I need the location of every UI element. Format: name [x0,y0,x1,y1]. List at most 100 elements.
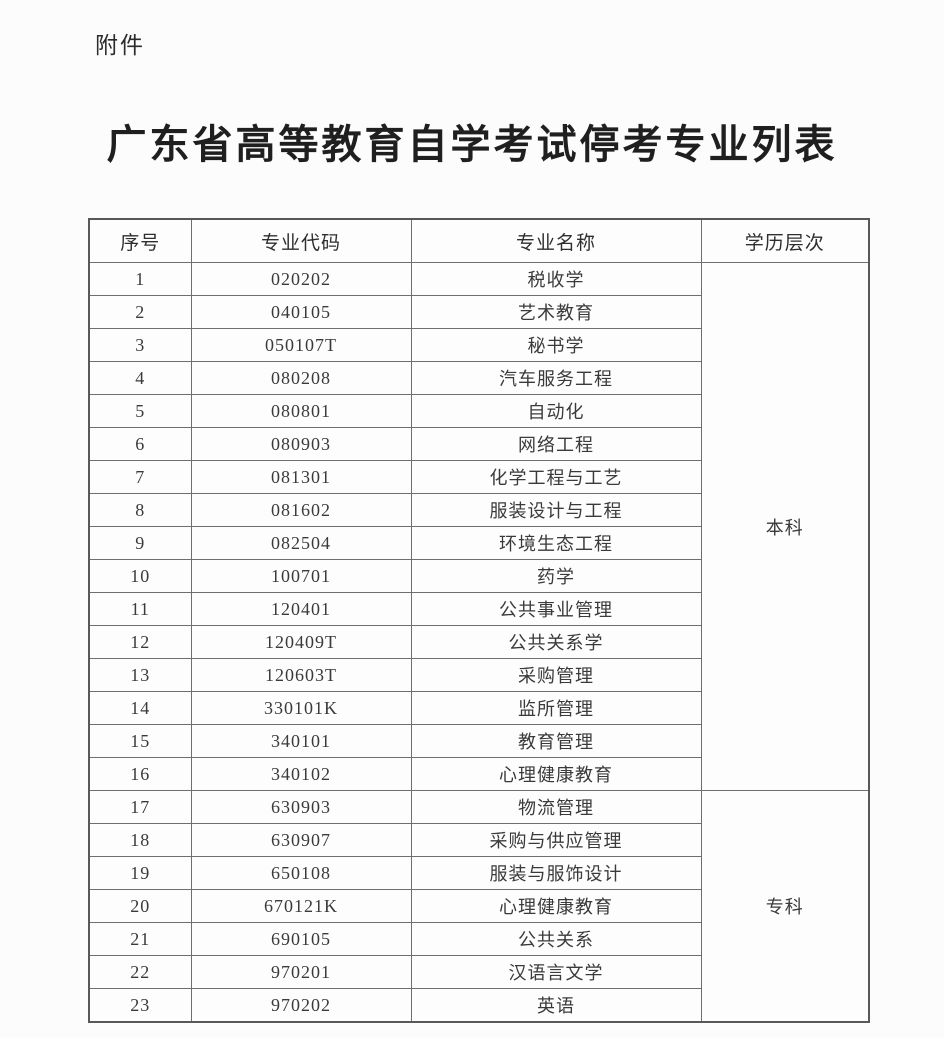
table-row: 10 100701 药学 [88,559,869,593]
major-code-cell: 340101 [190,724,412,758]
table-body: 1 020202 税收学 本科 2 040105 艺术教育 3 050107T 秘书学 4 08020… [88,262,870,1023]
major-name-cell: 公共事业管理 [410,592,702,626]
row-number-cell: 8 [88,493,192,527]
major-code-cell: 082504 [190,526,412,560]
row-number-cell: 16 [88,757,192,791]
row-number-cell: 2 [88,295,192,329]
row-number-cell: 3 [88,328,192,362]
major-code-cell: 630907 [190,823,412,857]
row-number-cell: 22 [88,955,192,989]
education-level-cell: 本科 [700,262,870,791]
major-code-cell: 690105 [190,922,412,956]
major-name-cell: 税收学 [410,262,702,296]
attachment-label: 附件 [95,32,145,58]
header-row: 序号 专业代码 专业名称 学历层次 [88,218,870,263]
row-number-cell: 21 [88,922,192,956]
major-name-cell: 服装设计与工程 [410,493,702,527]
major-code-cell: 650108 [190,856,412,890]
table-row: 1 020202 税收学 本科 [88,262,870,791]
major-name-cell: 服装与服饰设计 [410,856,702,890]
major-name-cell: 采购管理 [410,658,702,692]
major-code-cell: 081301 [190,460,412,494]
major-code-cell: 100701 [190,559,412,593]
table-row: 5 080801 自动化 [88,394,869,428]
table-row: 8 081602 服装设计与工程 [88,493,869,527]
row-number-cell: 20 [88,889,192,923]
row-number-cell: 6 [88,427,192,461]
table-row: 20 670121K 心理健康教育 [88,889,869,923]
page-title: 广东省高等教育自学考试停考专业列表 [106,122,838,167]
row-number-cell: 11 [88,592,192,626]
major-name-cell: 网络工程 [410,427,702,461]
major-code-cell: 080208 [190,361,412,395]
row-number-cell: 17 [88,790,192,824]
major-name-cell: 公共关系学 [410,625,702,659]
table-row: 21 690105 公共关系 [88,922,869,956]
table-row: 19 650108 服装与服饰设计 [88,856,869,890]
major-code-cell: 970202 [190,988,412,1023]
education-level-cell: 专科 [700,790,870,1023]
major-code-cell: 081602 [190,493,412,527]
major-name-cell: 自动化 [410,394,702,428]
major-code-cell: 120409T [190,625,412,659]
major-name-cell: 采购与供应管理 [410,823,702,857]
table-row: 11 120401 公共事业管理 [88,592,869,626]
major-name-cell: 药学 [410,559,702,593]
table-row: 2 040105 艺术教育 [88,295,869,329]
table-row: 22 970201 汉语言文学 [88,955,869,989]
major-code-cell: 670121K [190,889,412,923]
major-code-cell: 630903 [190,790,412,824]
major-code-cell: 120401 [190,592,412,626]
row-number-cell: 10 [88,559,192,593]
major-name-cell: 英语 [410,988,702,1023]
major-code-cell: 340102 [190,757,412,791]
row-number-cell: 1 [88,262,192,296]
row-number-cell: 9 [88,526,192,560]
table-row: 13 120603T 采购管理 [88,658,869,692]
major-code-cell: 080801 [190,394,412,428]
major-name-cell: 汉语言文学 [410,955,702,989]
major-name-cell: 艺术教育 [410,295,702,329]
table-row: 17 630903 物流管理 专科 [88,790,870,1023]
major-code-cell: 970201 [190,955,412,989]
table-row: 9 082504 环境生态工程 [88,526,869,560]
major-code-cell: 120603T [190,658,412,692]
row-number-cell: 18 [88,823,192,857]
row-number-cell: 12 [88,625,192,659]
major-code-cell: 080903 [190,427,412,461]
table-header: 序号 专业代码 专业名称 学历层次 [88,218,870,263]
major-name-cell: 化学工程与工艺 [410,460,702,494]
major-name-cell: 汽车服务工程 [410,361,702,395]
table-row: 6 080903 网络工程 [88,427,869,461]
row-number-cell: 14 [88,691,192,725]
major-code-cell: 050107T [190,328,412,362]
major-code-cell: 330101K [190,691,412,725]
major-code-cell: 020202 [190,262,412,296]
table-row: 14 330101K 监所管理 [88,691,869,725]
row-number-cell: 19 [88,856,192,890]
column-header-code: 专业代码 [190,218,412,263]
row-number-cell: 13 [88,658,192,692]
column-header-index: 序号 [88,218,192,263]
row-number-cell: 23 [88,988,192,1023]
majors-table: 序号 专业代码 专业名称 学历层次 1 020202 税收学 本科 2 040105 艺术教… [88,218,870,1023]
major-name-cell: 教育管理 [410,724,702,758]
column-header-level: 学历层次 [700,218,870,263]
major-name-cell: 物流管理 [410,790,702,824]
major-name-cell: 公共关系 [410,922,702,956]
major-name-cell: 环境生态工程 [410,526,702,560]
row-number-cell: 5 [88,394,192,428]
row-number-cell: 15 [88,724,192,758]
major-name-cell: 心理健康教育 [410,757,702,791]
table-row: 23 970202 英语 [88,988,869,1023]
table-row: 15 340101 教育管理 [88,724,869,758]
major-code-cell: 040105 [190,295,412,329]
row-number-cell: 4 [88,361,192,395]
table-row: 18 630907 采购与供应管理 [88,823,869,857]
major-name-cell: 秘书学 [410,328,702,362]
major-name-cell: 心理健康教育 [410,889,702,923]
table-row: 3 050107T 秘书学 [88,328,869,362]
major-name-cell: 监所管理 [410,691,702,725]
row-number-cell: 7 [88,460,192,494]
